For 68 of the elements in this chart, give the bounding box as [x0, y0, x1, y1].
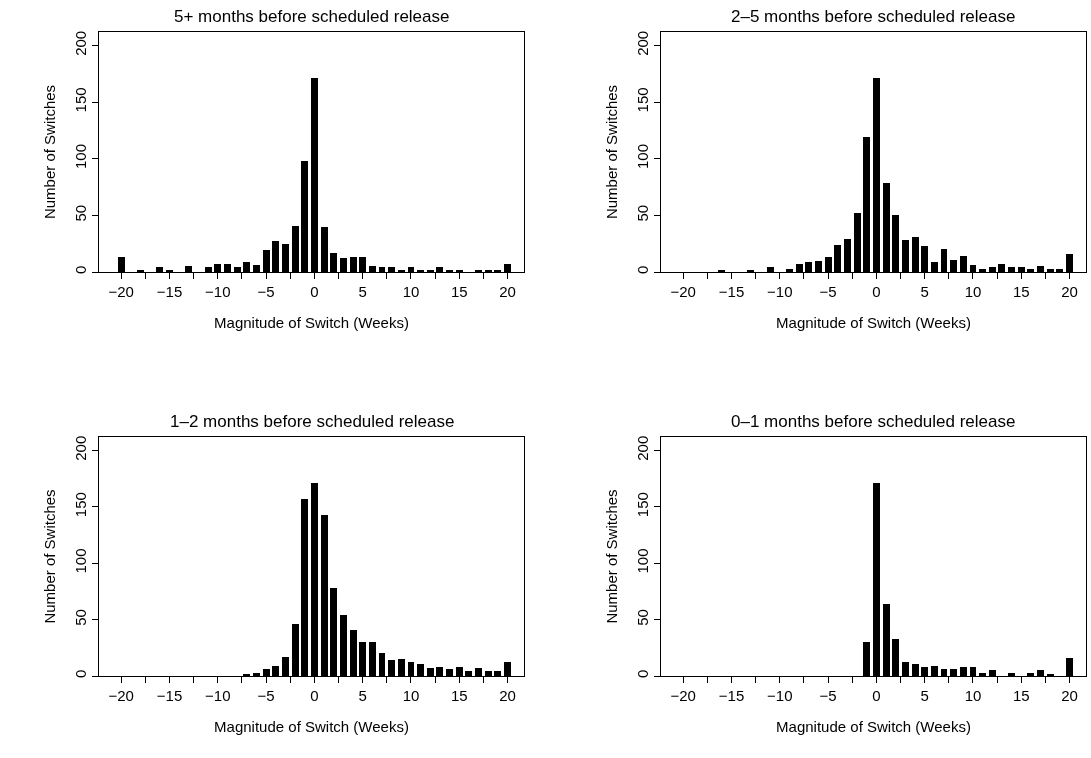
x-tick-label: −10 — [205, 283, 231, 300]
x-tick-label: −20 — [670, 283, 696, 300]
y-tick-label: 50 — [72, 609, 89, 626]
y-axis-title: Number of Switches — [41, 489, 59, 624]
x-tick-label: 5 — [358, 687, 367, 704]
x-tick-label: 15 — [450, 687, 468, 704]
x-tick-label: 20 — [499, 283, 516, 300]
y-tick-label: 0 — [634, 265, 651, 274]
x-tick-label: 20 — [1061, 283, 1078, 300]
y-tick-label: 0 — [634, 669, 651, 678]
y-tick-label: 50 — [634, 204, 651, 222]
y-tick-label: 200 — [72, 435, 89, 461]
x-tick-label: 20 — [499, 687, 516, 704]
x-tick-label: 0 — [310, 687, 319, 704]
y-tick-label: 200 — [634, 30, 651, 56]
x-tick-label: 20 — [1061, 687, 1078, 704]
x-tick-label: 5 — [358, 283, 367, 300]
y-tick-label: 50 — [72, 204, 89, 222]
y-tick-label: 200 — [634, 435, 651, 461]
x-tick-label: −15 — [156, 687, 183, 704]
chart-title: 2–5 months before scheduled release — [731, 7, 1016, 26]
x-tick-label: −5 — [819, 283, 837, 300]
x-tick-label: −20 — [670, 687, 696, 704]
x-tick-label: 10 — [402, 687, 420, 704]
y-axis-title: Number of Switches — [41, 84, 59, 220]
x-tick-label: 10 — [964, 687, 982, 704]
x-tick-label: −10 — [767, 687, 793, 704]
chart-title: 0–1 months before scheduled release — [731, 412, 1016, 431]
chart-title: 1–2 months before scheduled release — [170, 412, 455, 431]
x-tick-label: −10 — [767, 283, 793, 300]
x-tick-label: 10 — [964, 283, 982, 300]
y-tick-label: 100 — [634, 144, 651, 170]
x-tick-label: −15 — [718, 687, 745, 704]
x-axis-title: Magnitude of Switch (Weeks) — [214, 314, 409, 331]
x-tick-label: 5 — [920, 283, 929, 300]
y-tick-label: 150 — [72, 87, 89, 113]
x-axis-title: Magnitude of Switch (Weeks) — [776, 718, 971, 735]
x-tick-label: 0 — [872, 687, 881, 704]
y-tick-label: 0 — [72, 669, 89, 678]
y-tick-label: 50 — [634, 609, 651, 626]
x-axis-title: Magnitude of Switch (Weeks) — [214, 718, 409, 735]
x-axis-title: Magnitude of Switch (Weeks) — [776, 314, 971, 331]
x-tick-label: −15 — [156, 283, 183, 300]
y-tick-label: 200 — [72, 30, 89, 56]
y-tick-label: 100 — [72, 548, 89, 574]
x-tick-label: −5 — [257, 283, 275, 300]
y-tick-label: 0 — [72, 265, 89, 274]
x-tick-label: 5 — [920, 687, 929, 704]
y-axis-title: Number of Switches — [603, 489, 621, 624]
chart-title: 5+ months before scheduled release — [174, 7, 450, 26]
x-tick-label: −15 — [718, 283, 745, 300]
x-tick-label: −20 — [108, 283, 134, 300]
x-tick-label: 15 — [1012, 687, 1030, 704]
y-tick-label: 150 — [634, 87, 651, 113]
x-tick-label: −10 — [205, 687, 231, 704]
y-axis-title: Number of Switches — [603, 84, 621, 220]
y-tick-label: 100 — [634, 548, 651, 574]
y-tick-label: 100 — [72, 144, 89, 170]
x-tick-label: 0 — [872, 283, 881, 300]
x-tick-label: 0 — [310, 283, 319, 300]
x-tick-label: 10 — [402, 283, 420, 300]
y-tick-label: 150 — [72, 492, 89, 518]
x-tick-label: −5 — [819, 687, 837, 704]
x-tick-label: 15 — [1012, 283, 1030, 300]
x-tick-label: −5 — [257, 687, 275, 704]
x-tick-label: 15 — [450, 283, 468, 300]
x-tick-label: −20 — [108, 687, 134, 704]
y-tick-label: 150 — [634, 492, 651, 518]
